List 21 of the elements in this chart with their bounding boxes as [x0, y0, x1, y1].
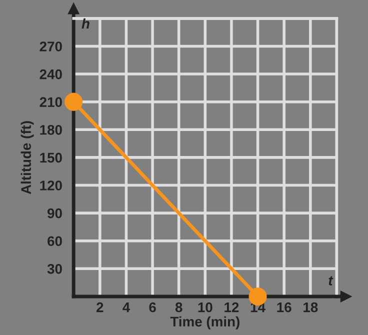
x-tick-label: 4 — [122, 302, 130, 312]
x-tick-label: 16 — [277, 302, 292, 312]
x-tick-label: 12 — [224, 302, 239, 312]
x-tick-label: 2 — [96, 302, 104, 312]
x-tick-label: 10 — [198, 302, 212, 312]
y-tick-label: 270 — [40, 42, 62, 52]
x-tick-label: 8 — [175, 302, 182, 312]
x-axis-title: Time (min) — [170, 316, 240, 330]
y-tick-label: 210 — [40, 97, 62, 108]
x-tick-label: 18 — [304, 302, 318, 312]
x-tick-label: 6 — [149, 302, 156, 312]
y-tick-label: 120 — [40, 180, 62, 190]
y-tick-label: 60 — [48, 236, 62, 246]
annotation: h — [82, 18, 90, 28]
y-tick-label: 150 — [40, 152, 62, 163]
annotation: t — [328, 276, 334, 286]
y-tick-label: 240 — [40, 69, 62, 80]
y-axis-title: Altitude (ft) — [20, 121, 34, 194]
y-tick-label: 30 — [47, 264, 62, 274]
y-tick-label: 90 — [48, 208, 62, 218]
y-tick-label: 180 — [40, 124, 62, 135]
